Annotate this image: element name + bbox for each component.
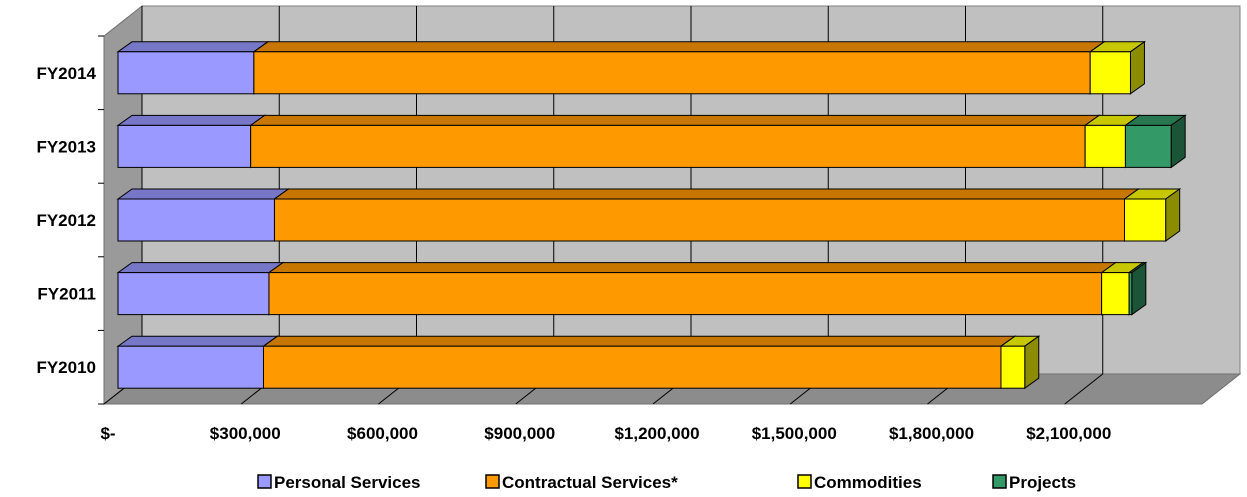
category-label: FY2014: [36, 64, 96, 83]
bar-fy2011-contractual-services: [267, 261, 1118, 316]
legend-swatch: [797, 474, 812, 489]
bar-fy2011-personal-services-top: [116, 262, 285, 274]
bar-fy2011-projects: [1127, 261, 1148, 316]
bar-fy2010-personal-services-top: [116, 335, 280, 347]
legend-swatch: [257, 474, 272, 489]
bar-fy2014-contractual-services: [252, 40, 1106, 95]
bar-fy2010-personal-services: [116, 335, 280, 390]
legend-item-personal-services: Personal Services: [257, 473, 420, 492]
bar-fy2014-commodities: [1088, 40, 1147, 95]
x-tick-label: $300,000: [210, 424, 281, 443]
bar-fy2011-contractual-services-front: [268, 272, 1103, 316]
bar-fy2014-personal-services-front: [117, 51, 255, 95]
bar-fy2010-commodities-front: [1000, 345, 1026, 389]
bar-fy2011-personal-services: [116, 261, 285, 316]
x-tick-label: $2,100,000: [1026, 424, 1111, 443]
legend-swatch: [992, 474, 1007, 489]
bar-fy2012-commodities: [1122, 188, 1182, 242]
category-label: FY2012: [36, 211, 96, 230]
bar-fy2014-personal-services-top: [116, 41, 270, 53]
x-tick-label: $1,200,000: [614, 424, 699, 443]
bar-fy2013-commodities-front: [1084, 124, 1126, 168]
category-label: FY2011: [37, 285, 96, 304]
bar-fy2012-contractual-services-top: [272, 188, 1141, 200]
bar-fy2013-contractual-services: [249, 114, 1101, 169]
bar-fy2012-commodities-front: [1124, 198, 1167, 242]
gridline-floor: [1064, 373, 1104, 405]
legend-item-commodities: Commodities: [797, 473, 922, 492]
legend-item-contractual-services: Contractual Services*: [485, 473, 678, 492]
bar-fy2014-commodities-front: [1089, 51, 1131, 95]
legend-label: Projects: [1009, 473, 1076, 492]
x-tick-label: $-: [100, 424, 115, 443]
legend: Personal Services Contractual Services* Co…: [257, 473, 1076, 492]
category-label: FY2010: [36, 358, 96, 377]
bar-fy2011-contractual-services-top: [267, 262, 1118, 274]
bar-fy2013-contractual-services-front: [250, 124, 1086, 168]
bar-fy2014-personal-services: [116, 40, 270, 95]
legend-item-projects: Projects: [992, 473, 1076, 492]
x-tick-label: $1,500,000: [752, 424, 837, 443]
bar-fy2010-personal-services-front: [117, 345, 264, 389]
bar-fy2013-personal-services-front: [117, 124, 252, 168]
bar-fy2011-projects-front: [1128, 272, 1133, 316]
bar-fy2012-personal-services-top: [116, 188, 291, 200]
bar-fy2011-commodities-front: [1101, 272, 1130, 316]
bar-fy2012-personal-services-front: [117, 198, 275, 242]
bar-fy2014-contractual-services-top: [252, 41, 1106, 53]
bar-fy2013-projects-front: [1124, 124, 1172, 168]
x-axis-tick-labels: $- $300,000 $600,000 $900,000 $1,200,000 $1,5…: [100, 424, 1111, 443]
legend-swatch: [485, 474, 500, 489]
bar-fy2010-contractual-services-top: [261, 335, 1017, 347]
legend-label: Personal Services: [274, 473, 420, 492]
bars: [116, 40, 1187, 390]
x-tick-label: $1,800,000: [889, 424, 974, 443]
legend-label: Commodities: [814, 473, 922, 492]
bar-fy2012-personal-services: [116, 188, 291, 242]
bar-fy2010-commodities: [999, 335, 1041, 390]
bar-fy2010-contractual-services: [261, 335, 1017, 390]
bar-fy2012-contractual-services-front: [273, 198, 1125, 242]
bar-fy2013-personal-services: [116, 114, 267, 169]
bar-fy2014-contractual-services-front: [253, 51, 1091, 95]
legend-label: Contractual Services*: [502, 473, 678, 492]
bar-fy2013-contractual-services-top: [249, 114, 1101, 126]
bar-fy2010-contractual-services-front: [262, 345, 1002, 389]
bar-fy2013-personal-services-top: [116, 114, 267, 126]
y-axis-category-labels: FY2010 FY2011 FY2012 FY2013 FY2014: [36, 64, 96, 377]
x-tick-label: $600,000: [347, 424, 418, 443]
x-tick-label: $900,000: [484, 424, 555, 443]
category-label: FY2013: [36, 137, 96, 156]
bar-fy2012-contractual-services: [272, 188, 1141, 242]
bar-fy2013-projects: [1123, 114, 1187, 169]
bar-fy2011-personal-services-front: [117, 272, 270, 316]
